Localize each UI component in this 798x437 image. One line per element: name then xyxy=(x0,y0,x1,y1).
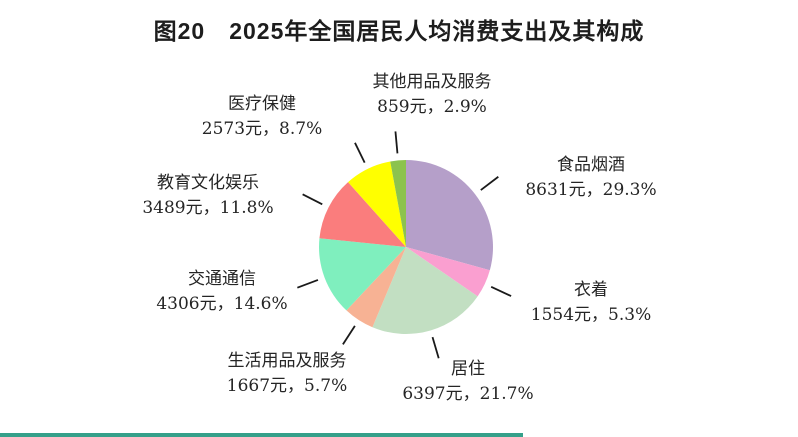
pie-label-education-culture-entertainment: 教育文化娱乐 3489元，11.8% xyxy=(98,171,318,221)
pie-label-name: 交通通信 xyxy=(188,269,256,289)
pie-label-name: 教育文化娱乐 xyxy=(157,173,259,193)
pie-slice-0 xyxy=(406,160,493,271)
pie-label-value: 2573元，8.7% xyxy=(201,119,323,139)
pie-label-value: 3489元，11.8% xyxy=(142,198,274,218)
leader-line-4 xyxy=(297,279,319,289)
pie-label-value: 859元，2.9% xyxy=(377,97,487,117)
pie-label-daily-goods-services: 生活用品及服务 1667元，5.7% xyxy=(177,349,397,399)
pie-label-housing: 居住 6397元，21.7% xyxy=(358,357,578,407)
leader-line-3 xyxy=(342,325,356,345)
pie-label-name: 医疗保健 xyxy=(228,94,296,114)
pie-label-value: 4306元，14.6% xyxy=(156,294,288,314)
pie-label-clothing: 衣着 1554元，5.3% xyxy=(481,278,701,328)
pie-label-food-tobacco-alcohol: 食品烟酒 8631元，29.3% xyxy=(481,153,701,203)
pie-slice-5 xyxy=(319,182,406,247)
pie-label-name: 居住 xyxy=(451,359,485,379)
leader-line-7 xyxy=(394,131,399,154)
pie-slice-3 xyxy=(346,247,406,328)
chart-title: 图20 2025年全国居民人均消费支出及其构成 xyxy=(153,18,645,44)
pie-label-value: 1667元，5.7% xyxy=(226,376,348,396)
pie-slice-2 xyxy=(372,247,478,334)
leader-line-2 xyxy=(431,336,440,359)
pie-label-healthcare: 医疗保健 2573元，8.7% xyxy=(152,92,372,142)
leader-line-5 xyxy=(302,193,323,206)
pie-label-value: 8631元，29.3% xyxy=(525,180,657,200)
leader-line-6 xyxy=(354,142,366,163)
pie-label-name: 其他用品及服务 xyxy=(372,72,492,92)
pie-label-other-goods-services: 其他用品及服务 859元，2.9% xyxy=(322,70,542,120)
leader-line-0 xyxy=(480,176,499,191)
leader-line-1 xyxy=(490,285,512,297)
bottom-strip xyxy=(0,433,523,437)
pie-slice-1 xyxy=(406,247,490,297)
pie-slice-7 xyxy=(390,160,406,247)
pie-label-value: 1554元，5.3% xyxy=(530,305,652,325)
pie-label-name: 衣着 xyxy=(574,280,608,300)
pie-slice-6 xyxy=(348,161,406,247)
pie-slice-4 xyxy=(319,238,406,311)
pie-label-name: 生活用品及服务 xyxy=(227,351,347,371)
pie-label-transport-communication: 交通通信 4306元，14.6% xyxy=(112,267,332,317)
pie-label-value: 6397元，21.7% xyxy=(402,384,534,404)
pie-label-name: 食品烟酒 xyxy=(557,155,625,175)
